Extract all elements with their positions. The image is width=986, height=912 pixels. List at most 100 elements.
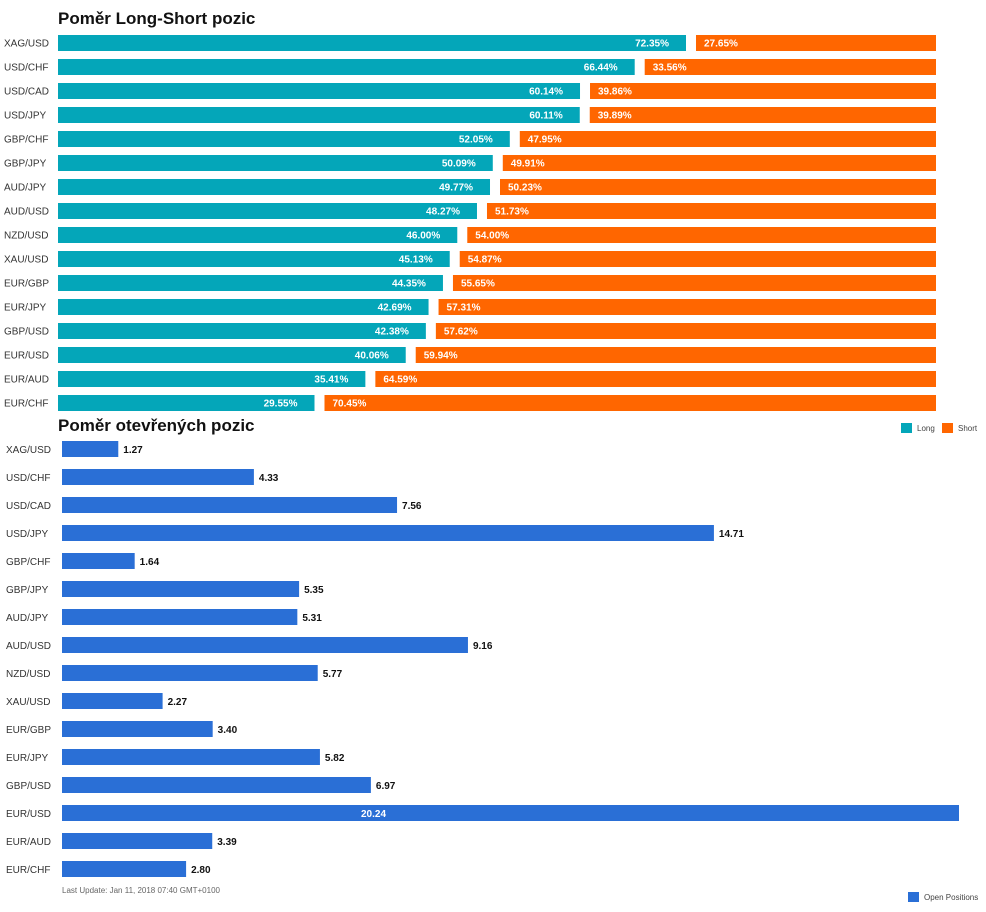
category-label-gbp-usd: GBP/USD [4, 327, 49, 338]
category-label-usd-cad: USD/CAD [6, 501, 51, 512]
open-positions-bar-nzd-usd [62, 665, 318, 681]
open-positions-value-label-usd-chf: 4.33 [259, 473, 279, 484]
long-bar-usd-jpy [58, 107, 580, 123]
open-positions-value-label-gbp-chf: 1.64 [140, 557, 160, 568]
open-positions-bar-xag-usd [62, 441, 119, 457]
category-label-xau-usd: XAU/USD [4, 255, 48, 266]
long-value-label-eur-jpy: 42.69% [378, 303, 412, 314]
category-label-eur-usd: EUR/USD [6, 809, 51, 820]
category-label-eur-jpy: EUR/JPY [4, 303, 47, 314]
open-positions-bar-eur-usd [62, 805, 959, 821]
long-value-label-aud-jpy: 49.77% [439, 183, 473, 194]
category-label-eur-aud: EUR/AUD [4, 375, 49, 386]
open-positions-value-label-eur-chf: 2.80 [191, 865, 211, 876]
long-bar-eur-usd [58, 347, 406, 363]
category-label-eur-gbp: EUR/GBP [4, 279, 49, 290]
open-positions-value-label-gbp-jpy: 5.35 [304, 585, 324, 596]
open-positions-value-label-nzd-usd: 5.77 [323, 669, 343, 680]
last-update-text: Last Update: Jan 11, 2018 07:40 GMT+0100 [62, 886, 221, 895]
open-positions-bars: XAG/USD 1.27 USD/CHF 4.33 USD/CAD 7.56 USD/JPY… [6, 441, 959, 877]
open-positions-legend: Open Positions [908, 892, 978, 902]
long-bar-aud-jpy [58, 179, 491, 195]
short-value-label-xag-usd: 27.65% [704, 39, 738, 50]
long-bar-eur-aud [58, 371, 366, 387]
long-bar-nzd-usd [58, 227, 458, 243]
open-positions-bar-eur-aud [62, 833, 213, 849]
category-label-aud-usd: AUD/USD [6, 641, 51, 652]
open-positions-value-label-usd-jpy: 14.71 [719, 529, 744, 540]
category-label-usd-cad: USD/CAD [4, 87, 49, 98]
category-label-usd-jpy: USD/JPY [6, 529, 49, 540]
category-label-xau-usd: XAU/USD [6, 697, 50, 708]
long-bar-usd-cad [58, 83, 581, 99]
open-positions-bar-aud-usd [62, 637, 468, 653]
category-label-aud-jpy: AUD/JPY [6, 613, 49, 624]
short-value-label-nzd-usd: 54.00% [475, 231, 509, 242]
long-value-label-eur-usd: 40.06% [355, 351, 389, 362]
short-bar-gbp-jpy [502, 155, 936, 171]
long-value-label-xau-usd: 45.13% [399, 255, 433, 266]
category-label-xag-usd: XAG/USD [4, 39, 49, 50]
open-positions-bar-eur-gbp [62, 721, 213, 737]
open-positions-value-label-xag-usd: 1.27 [123, 445, 143, 456]
open-positions-value-label-eur-usd: 20.24 [361, 809, 386, 820]
short-bar-eur-usd [415, 347, 936, 363]
short-value-label-aud-usd: 51.73% [495, 207, 529, 218]
category-label-usd-chf: USD/CHF [6, 473, 50, 484]
long-bar-eur-gbp [58, 275, 443, 291]
category-label-eur-usd: EUR/USD [4, 351, 49, 362]
long-bar-aud-usd [58, 203, 477, 219]
short-value-label-usd-jpy: 39.89% [598, 111, 632, 122]
long-bar-usd-chf [58, 59, 635, 75]
long-value-label-eur-chf: 29.55% [264, 399, 298, 410]
open-positions-bar-usd-chf [62, 469, 254, 485]
long-value-label-gbp-jpy: 50.09% [442, 159, 476, 170]
short-bar-gbp-chf [519, 131, 936, 147]
short-bar-xag-usd [695, 35, 936, 51]
category-label-xag-usd: XAG/USD [6, 445, 51, 456]
open-positions-bar-usd-cad [62, 497, 398, 513]
open-positions-value-label-eur-gbp: 3.40 [218, 725, 238, 736]
short-value-label-xau-usd: 54.87% [468, 255, 502, 266]
open-positions-bar-eur-jpy [62, 749, 320, 765]
category-label-eur-chf: EUR/CHF [4, 399, 48, 410]
short-value-label-eur-usd: 59.94% [424, 351, 458, 362]
legend-long-label: Long [917, 424, 935, 433]
legend-short-swatch [942, 423, 953, 433]
short-value-label-gbp-usd: 57.62% [444, 327, 478, 338]
category-label-eur-chf: EUR/CHF [6, 865, 50, 876]
category-label-aud-usd: AUD/USD [4, 207, 49, 218]
short-value-label-eur-jpy: 57.31% [447, 303, 481, 314]
category-label-aud-jpy: AUD/JPY [4, 183, 47, 194]
category-label-gbp-usd: GBP/USD [6, 781, 51, 792]
long-bar-gbp-jpy [58, 155, 493, 171]
category-label-gbp-chf: GBP/CHF [6, 557, 50, 568]
short-bar-usd-chf [644, 59, 936, 75]
open-positions-bar-gbp-jpy [62, 581, 300, 597]
legend-open-positions-swatch [908, 892, 919, 902]
open-positions-value-label-xau-usd: 2.27 [168, 697, 188, 708]
short-value-label-eur-aud: 64.59% [383, 375, 417, 386]
long-value-label-usd-jpy: 60.11% [529, 111, 562, 122]
short-value-label-gbp-chf: 47.95% [528, 135, 562, 146]
open-positions-value-label-aud-jpy: 5.31 [302, 613, 322, 624]
long-value-label-xag-usd: 72.35% [635, 39, 669, 50]
open-positions-bar-aud-jpy [62, 609, 298, 625]
legend-open-positions-label: Open Positions [924, 893, 978, 902]
short-bar-nzd-usd [467, 227, 936, 243]
long-short-legend: Long Short [901, 423, 978, 433]
short-value-label-aud-jpy: 50.23% [508, 183, 542, 194]
long-value-label-usd-cad: 60.14% [529, 87, 563, 98]
open-positions-chart-title: Poměr otevřených pozic [58, 416, 255, 435]
long-bar-gbp-usd [58, 323, 426, 339]
short-value-label-eur-chf: 70.45% [332, 399, 366, 410]
short-bar-usd-cad [590, 83, 936, 99]
category-label-eur-aud: EUR/AUD [6, 837, 51, 848]
short-value-label-eur-gbp: 55.65% [461, 279, 495, 290]
long-bar-eur-jpy [58, 299, 429, 315]
short-value-label-usd-cad: 39.86% [598, 87, 632, 98]
open-positions-value-label-aud-usd: 9.16 [473, 641, 493, 652]
short-value-label-usd-chf: 33.56% [653, 63, 687, 74]
long-bar-eur-chf [58, 395, 315, 411]
